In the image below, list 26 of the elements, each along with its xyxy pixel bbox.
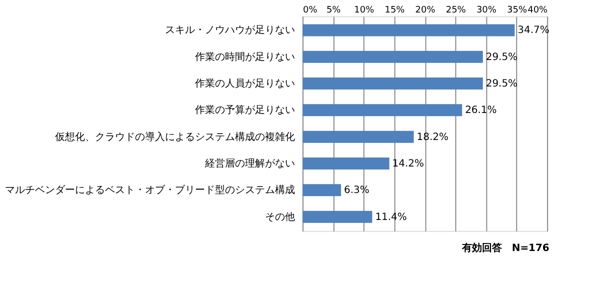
x-tick-label: 40% <box>528 6 548 16</box>
text: 有効回答 N=176 <box>460 242 550 254</box>
x-tick-label: 20% <box>415 6 436 16</box>
data-label: 29.5% <box>486 78 518 90</box>
data-label: 6.3% <box>344 185 370 196</box>
data-label: 11.4% <box>375 212 407 223</box>
y-tick-label: その他 <box>265 210 295 223</box>
y-tick-label: 作業の時間が足りない <box>194 50 295 63</box>
x-tick-label: 30% <box>476 6 497 16</box>
x-tick-label: 5% <box>326 6 342 16</box>
x-tick-label: 0% <box>302 6 318 16</box>
y-tick-label: 作業の予算が足りない <box>194 104 295 116</box>
y-tick-label: 作業の人員が足りない <box>194 78 295 90</box>
y-tick-label: スキル・ノウハウが足りない <box>165 25 295 36</box>
y-tick-label: 経営層の理解がない <box>204 158 295 170</box>
data-label: 29.5% <box>486 52 518 63</box>
y-tick-label: マルチベンダーによるベスト・オブ・ブリード型のシステム構成 <box>5 184 295 196</box>
data-label: 34.7% <box>518 25 550 36</box>
x-tick-label: 25% <box>446 6 466 16</box>
data-label: 26.1% <box>465 105 497 116</box>
x-tick-label: 10% <box>354 6 375 16</box>
y-tick-label: 仮想化、クラウドの導入によるシステム構成の複雑化 <box>55 130 295 143</box>
data-label: 14.2% <box>392 158 424 170</box>
data-label: 18.2% <box>416 132 448 143</box>
x-tick-label: 35% <box>507 6 528 16</box>
x-tick-label: 15% <box>384 6 406 16</box>
